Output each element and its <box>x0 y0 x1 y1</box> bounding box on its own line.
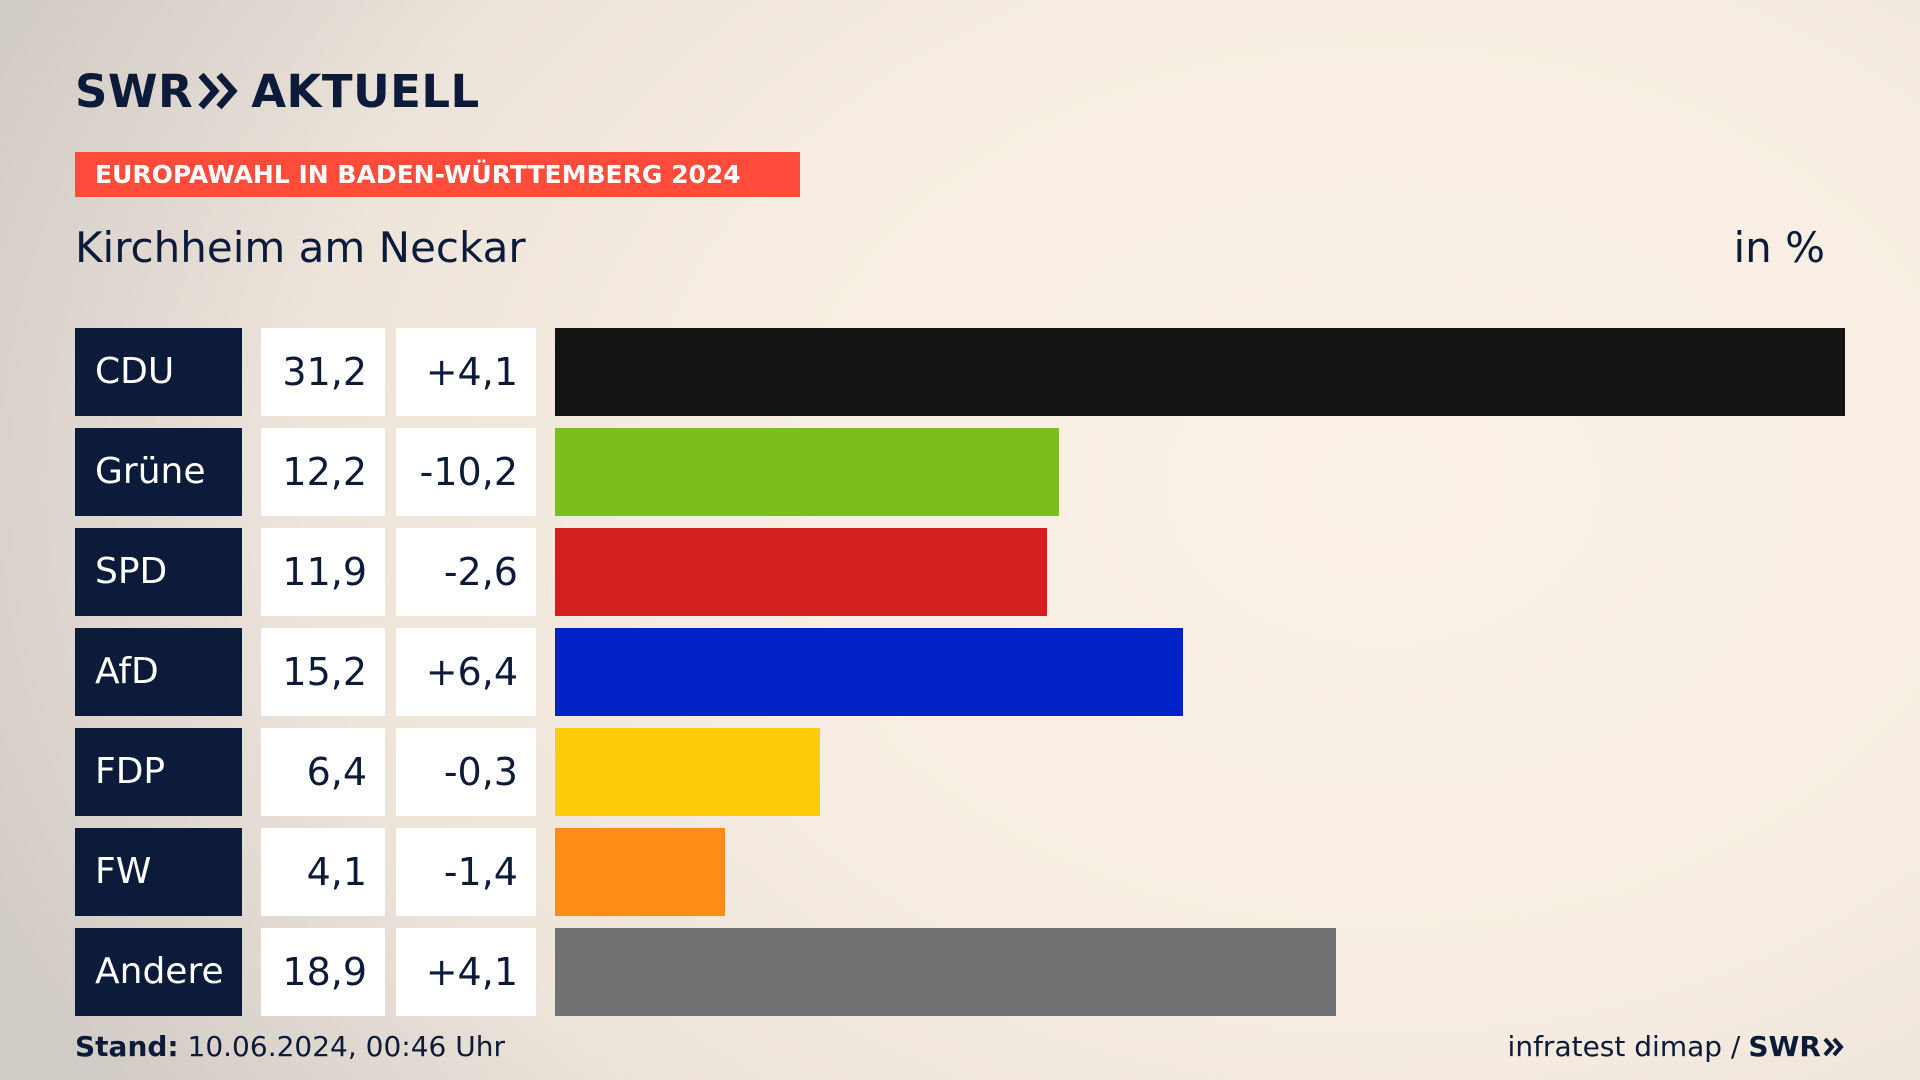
footer-brand: SWR <box>1748 1030 1821 1063</box>
kicker-banner: EUROPAWAHL IN BADEN-WÜRTTEMBERG 2024 <box>75 152 800 197</box>
result-row: FDP 6,4 -0,3 <box>75 728 1845 816</box>
result-bar <box>555 428 1059 516</box>
source-text: infratest dimap / <box>1507 1030 1741 1063</box>
bar-track <box>555 928 1845 1016</box>
party-label: Andere <box>75 928 242 1016</box>
result-row: Grüne 12,2 -10,2 <box>75 428 1845 516</box>
results-chart: CDU 31,2 +4,1 Grüne 12,2 -10,2 SPD 11,9 -2,6 AfD 1… <box>75 328 1845 1028</box>
bar-track <box>555 428 1845 516</box>
vote-share-value: 15,2 <box>261 628 385 716</box>
double-chevron-right-icon <box>1823 1037 1844 1057</box>
vote-share-change: +4,1 <box>396 328 536 416</box>
bar-track <box>555 528 1845 616</box>
vote-share-change: +6,4 <box>396 628 536 716</box>
result-row: CDU 31,2 +4,1 <box>75 328 1845 416</box>
bar-track <box>555 728 1845 816</box>
vote-share-change: -1,4 <box>396 828 536 916</box>
bar-track <box>555 628 1845 716</box>
result-bar <box>555 728 820 816</box>
result-row: Andere 18,9 +4,1 <box>75 928 1845 1016</box>
party-label: FDP <box>75 728 242 816</box>
vote-share-value: 6,4 <box>261 728 385 816</box>
result-row: FW 4,1 -1,4 <box>75 828 1845 916</box>
result-bar <box>555 828 725 916</box>
result-bar <box>555 628 1183 716</box>
unit-label: in % <box>1733 223 1825 272</box>
chart-subtitle: Kirchheim am Neckar <box>75 223 526 272</box>
result-bar <box>555 528 1047 616</box>
party-label: AfD <box>75 628 242 716</box>
logo-aktuell-text: AKTUELL <box>251 64 480 118</box>
bar-track <box>555 328 1845 416</box>
result-row: AfD 15,2 +6,4 <box>75 628 1845 716</box>
result-row: SPD 11,9 -2,6 <box>75 528 1845 616</box>
result-bar <box>555 928 1336 1016</box>
stand-value: 10.06.2024, 00:46 Uhr <box>187 1030 505 1063</box>
result-bar <box>555 328 1845 416</box>
vote-share-change: -0,3 <box>396 728 536 816</box>
logo-swr-text: SWR <box>75 64 194 118</box>
party-label: FW <box>75 828 242 916</box>
party-label: CDU <box>75 328 242 416</box>
vote-share-value: 4,1 <box>261 828 385 916</box>
double-chevron-right-icon <box>198 72 238 110</box>
vote-share-change: +4,1 <box>396 928 536 1016</box>
party-label: SPD <box>75 528 242 616</box>
vote-share-value: 12,2 <box>261 428 385 516</box>
vote-share-value: 31,2 <box>261 328 385 416</box>
vote-share-change: -10,2 <box>396 428 536 516</box>
timestamp: Stand: 10.06.2024, 00:46 Uhr <box>75 1030 505 1064</box>
stand-label: Stand: <box>75 1030 179 1063</box>
bar-track <box>555 828 1845 916</box>
vote-share-change: -2,6 <box>396 528 536 616</box>
source-credit: infratest dimap / SWR <box>1508 1030 1845 1064</box>
vote-share-value: 18,9 <box>261 928 385 1016</box>
vote-share-value: 11,9 <box>261 528 385 616</box>
swr-aktuell-logo: SWR AKTUELL <box>75 64 480 118</box>
party-label: Grüne <box>75 428 242 516</box>
